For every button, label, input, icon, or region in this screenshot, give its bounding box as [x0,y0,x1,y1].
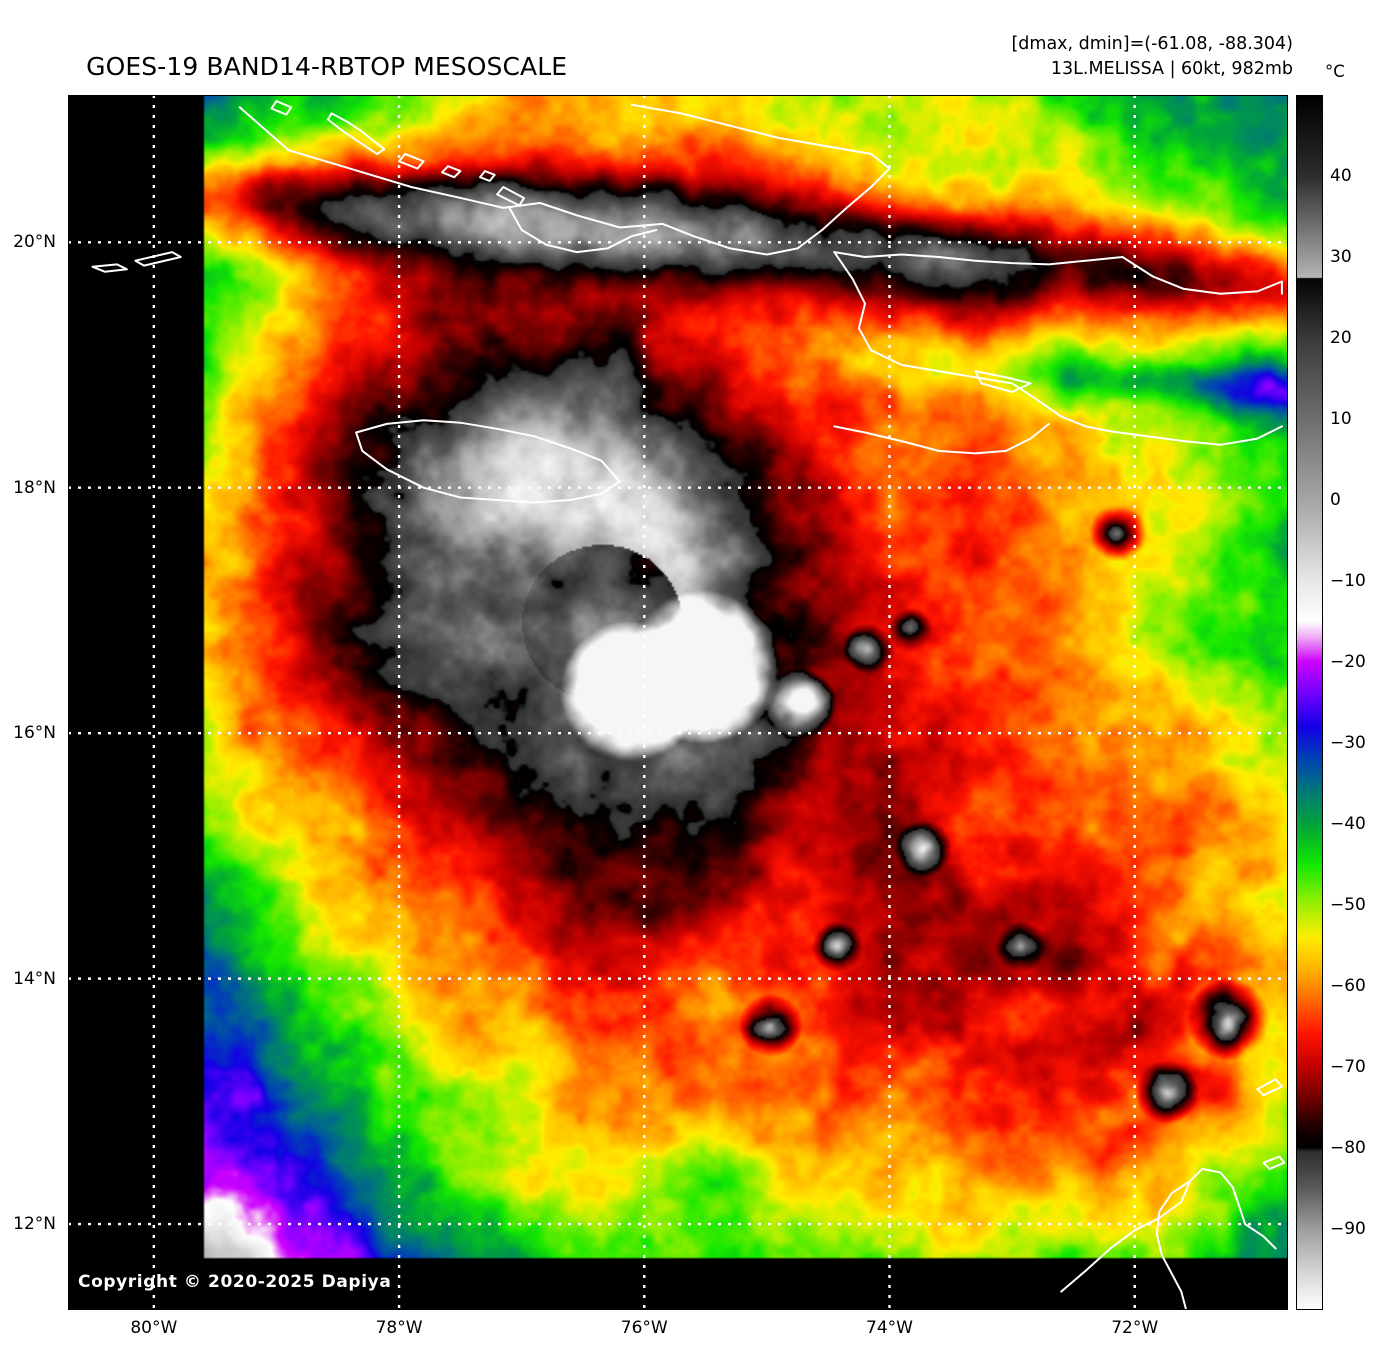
storm-info-readout: 13L.MELISSA | 60kt, 982mb [1050,59,1293,79]
latitude-tick-label: 14°N [13,968,56,989]
copyright-notice: Copyright © 2020-2025 Dapiya [78,1272,392,1292]
longitude-tick-label: 78°W [375,1318,423,1338]
latitude-tick-label: 20°N [13,232,56,253]
colorbar-tick-label: −20 [1330,652,1366,672]
colorbar-tick-label: −10 [1330,571,1366,591]
dmax-dmin-readout: [dmax, dmin]=(-61.08, -88.304) [1011,34,1293,54]
title-line-1: GOES-19 BAND14-RBTOP MESOSCALE [86,52,568,81]
colorbar-tick-label: 20 [1330,328,1352,348]
latitude-tick-label: 16°N [13,723,56,744]
colorbar-tick-label: −30 [1330,733,1366,753]
longitude-tick-label: 80°W [130,1318,178,1338]
colorbar-tick-label: −50 [1330,895,1366,915]
longitude-tick-label: 72°W [1111,1318,1159,1338]
infrared-brightness-temperature-raster [68,95,1288,1310]
colorbar-tick-label: −80 [1330,1138,1366,1158]
colorbar-tick-label: 0 [1330,490,1341,510]
latitude-tick-label: 12°N [13,1214,56,1235]
colorbar-unit-label: °C [1325,62,1345,81]
satellite-image-plot[interactable] [68,95,1288,1310]
longitude-tick-label: 76°W [620,1318,668,1338]
colorbar-tick-label: −70 [1330,1057,1366,1077]
latitude-tick-label: 18°N [13,477,56,498]
colorbar-tick-label: 10 [1330,409,1352,429]
temperature-colorbar[interactable] [1296,95,1323,1310]
colorbar-tick-label: −60 [1330,976,1366,996]
colorbar-tick-label: −90 [1330,1219,1366,1239]
metadata-block: [dmax, dmin]=(-61.08, -88.304) 13L.MELIS… [1011,32,1293,82]
colorbar-tick-label: 40 [1330,166,1352,186]
colorbar-tick-label: −40 [1330,814,1366,834]
colorbar-tick-label: 30 [1330,247,1352,267]
longitude-tick-label: 74°W [866,1318,913,1338]
